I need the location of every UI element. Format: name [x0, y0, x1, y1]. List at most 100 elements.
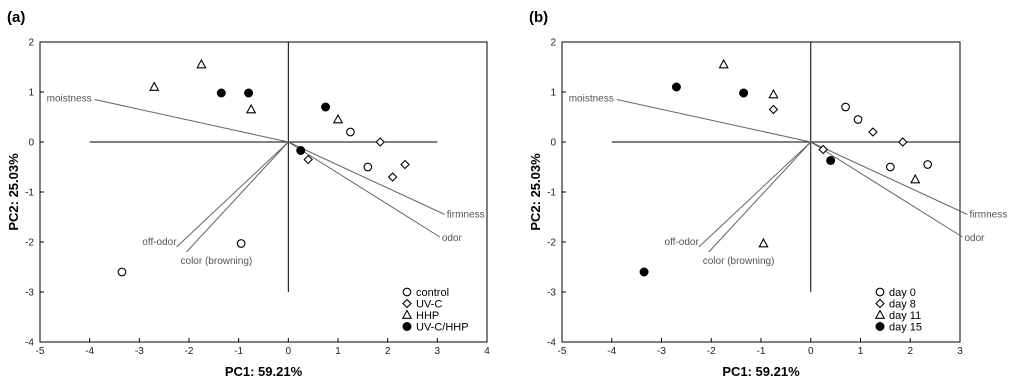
y-tick-label: -1	[25, 188, 34, 199]
data-point-day-11	[768, 88, 779, 99]
data-point-hhp	[149, 81, 160, 91]
y-axis-label: PC2: 25.03%	[528, 153, 543, 231]
data-point-hhp	[332, 113, 344, 124]
data-point-control	[346, 127, 355, 137]
data-point-uv-c	[387, 172, 398, 182]
data-point-day-0	[853, 115, 863, 124]
y-tick-label: -4	[25, 338, 34, 349]
x-tick-label: -5	[558, 346, 567, 357]
panel-label: (a)	[7, 9, 25, 26]
data-point-day-11	[758, 237, 769, 248]
loading-vector	[288, 141, 445, 215]
data-point-hhp	[196, 58, 207, 69]
data-point-day-15	[671, 82, 681, 92]
x-tick-label: -3	[135, 346, 144, 357]
x-tick-label: 0	[808, 346, 814, 357]
legend-label: day 15	[889, 322, 922, 334]
panel-b: -5 -4 -3 -2 -1 0 1 2 3210-1-2-3-4moistnessfirmne…	[528, 9, 1007, 379]
legend-marker	[402, 298, 412, 309]
legend-label: day 11	[889, 310, 921, 322]
loading-vector	[94, 99, 289, 143]
data-point-day-15	[826, 156, 836, 165]
loading-label: moistness	[569, 94, 614, 105]
data-point-day-11	[910, 173, 921, 184]
y-tick-label: 1	[550, 88, 556, 99]
legend-marker	[402, 322, 412, 331]
loading-label: firmness	[969, 210, 1007, 221]
x-tick-label: -4	[85, 346, 94, 357]
data-point-uv-c-hhp	[321, 102, 331, 112]
data-point-day-8	[818, 144, 828, 155]
y-tick-label: -4	[547, 338, 556, 349]
loading-vector	[176, 141, 289, 248]
y-tick-label: -2	[547, 238, 556, 249]
legend-marker	[875, 298, 885, 309]
loading-label: odor	[964, 233, 985, 244]
data-point-uv-c	[375, 137, 385, 147]
loading-vector	[698, 141, 812, 248]
loading-vector	[186, 141, 289, 253]
x-tick-label: -2	[185, 346, 194, 357]
data-point-control	[117, 267, 127, 277]
loading-label: off-odor	[665, 237, 700, 248]
x-tick-label: 2	[907, 346, 913, 357]
y-tick-label: 2	[550, 38, 556, 49]
x-axis-label: PC1: 59.21%	[225, 364, 303, 379]
y-axis-label: PC2: 25.03%	[6, 153, 21, 231]
legend-label: control	[416, 287, 449, 299]
legend-label: UV-C	[416, 299, 442, 311]
data-point-day-0	[885, 162, 895, 172]
data-point-day-8	[898, 137, 908, 147]
loading-vector	[810, 141, 968, 215]
data-point-uv-c-hhp	[244, 88, 254, 98]
legend-marker	[875, 322, 885, 331]
x-tick-label: -1	[757, 346, 766, 357]
x-tick-label: -4	[607, 346, 616, 357]
data-point-day-8	[768, 104, 779, 115]
loading-vector	[708, 141, 812, 253]
loading-label: color (browning)	[703, 256, 775, 267]
loading-vector	[810, 141, 963, 238]
data-point-control	[236, 239, 246, 248]
data-point-day-0	[841, 102, 850, 112]
x-tick-label: 1	[858, 346, 864, 357]
loading-label: moistness	[47, 94, 92, 105]
x-tick-label: 4	[484, 346, 490, 357]
x-tick-label: 3	[435, 346, 441, 357]
loading-label: off-odor	[142, 237, 177, 248]
x-tick-label: -3	[657, 346, 666, 357]
legend-marker	[874, 309, 886, 319]
data-point-day-8	[868, 127, 878, 137]
data-point-uv-c-hhp	[296, 146, 306, 155]
x-tick-label: 0	[286, 346, 292, 357]
x-axis-label: PC1: 59.21%	[722, 364, 800, 379]
x-tick-label: 3	[957, 346, 963, 357]
loading-label: odor	[442, 233, 463, 244]
data-point-hhp	[245, 103, 257, 114]
legend-label: day 8	[889, 299, 916, 311]
loading-vector	[616, 99, 811, 143]
data-point-day-11	[718, 58, 729, 69]
x-tick-label: -5	[36, 346, 45, 357]
loading-label: firmness	[447, 210, 485, 221]
panel-label: (b)	[529, 9, 548, 26]
data-point-uv-c	[303, 154, 313, 165]
loading-label: color (browning)	[181, 256, 253, 267]
x-tick-label: 1	[335, 346, 341, 357]
data-point-control	[363, 162, 373, 172]
legend-label: day 0	[889, 287, 916, 299]
y-tick-label: 2	[28, 38, 34, 49]
loading-vector	[288, 141, 441, 238]
data-point-day-15	[739, 88, 749, 98]
legend-marker	[402, 287, 412, 297]
x-tick-label: -1	[234, 346, 243, 357]
y-tick-label: -2	[25, 238, 34, 249]
y-tick-label: -3	[25, 288, 34, 299]
legend-label: UV-C/HHP	[416, 322, 469, 334]
data-point-day-15	[639, 267, 649, 277]
data-point-uv-c	[400, 159, 410, 170]
data-point-uv-c-hhp	[216, 88, 226, 98]
y-tick-label: -3	[547, 288, 556, 299]
